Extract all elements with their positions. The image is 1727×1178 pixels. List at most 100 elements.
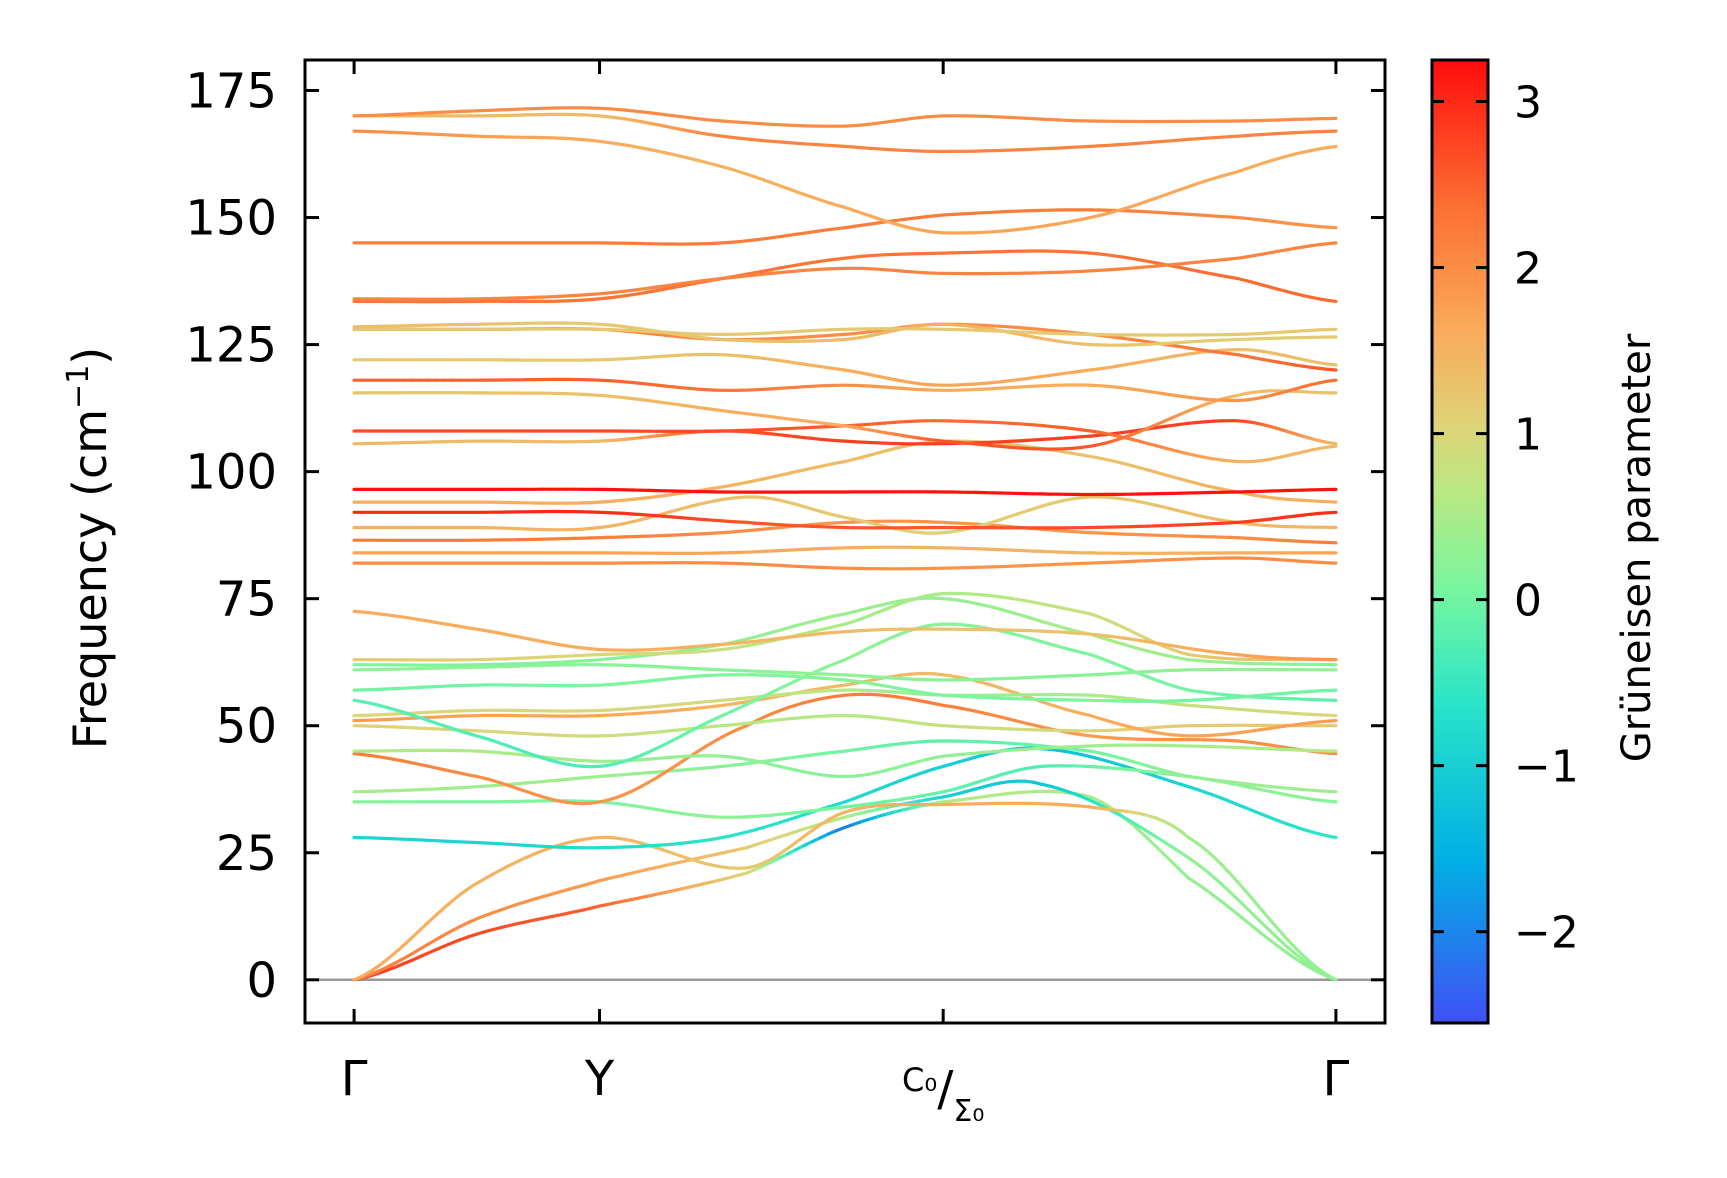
band-segment [1326, 367, 1338, 372]
band-line [352, 112, 1338, 154]
band-line [352, 509, 1338, 530]
band-segment [1178, 829, 1191, 840]
colorbar-tick-label: 3 [1514, 78, 1542, 129]
band-line [352, 419, 1338, 464]
band-segment [1252, 899, 1264, 913]
band-line [352, 743, 1338, 779]
band-line [352, 596, 1338, 667]
y-tick-label: 150 [185, 191, 277, 247]
band-segment [1154, 844, 1166, 857]
y-tick-label: 100 [185, 445, 277, 501]
band-segment [1129, 821, 1142, 833]
band-line [352, 779, 1338, 982]
band-line [352, 746, 1338, 850]
band-segment [1276, 927, 1289, 941]
band-segment [1154, 834, 1166, 844]
band-segment [777, 846, 790, 856]
band-segment [377, 958, 389, 968]
band-segment [1326, 789, 1338, 794]
band-line [352, 591, 1338, 662]
band-line [352, 389, 1338, 451]
colorbar [1432, 60, 1488, 1023]
band-segment [1252, 913, 1264, 926]
colorbar-tick-label: 0 [1514, 576, 1542, 627]
band-segment [1326, 362, 1338, 367]
plot-frame [303, 58, 1387, 1025]
x-axis: Γ Y C₀/Σ₀ Γ [341, 60, 1350, 1129]
band-segment [450, 892, 463, 903]
band-line [352, 241, 1338, 301]
band-segment [426, 913, 438, 925]
band-segment [1186, 876, 1199, 886]
band-segment [467, 881, 479, 891]
band-segment [1146, 829, 1158, 839]
band-segment [1170, 860, 1183, 873]
band-line [352, 545, 1338, 555]
colorbar-tick-label: 1 [1514, 410, 1542, 461]
band-segment [655, 770, 667, 780]
band-segment [1203, 847, 1215, 859]
band-segment [1293, 945, 1305, 958]
band-line [352, 106, 1338, 128]
band-segment [1244, 889, 1256, 903]
band-segment [1285, 937, 1297, 950]
band-segment [810, 823, 823, 833]
band-segment [1137, 824, 1150, 834]
band-segment [1326, 241, 1338, 246]
y-tick-label: 125 [185, 318, 277, 374]
band-segment [1203, 868, 1215, 879]
band-segment [1326, 799, 1338, 804]
band-segment [1301, 953, 1314, 965]
band-segment [434, 906, 446, 917]
band-segment [401, 936, 413, 948]
band-segment [696, 744, 708, 754]
band-line [352, 487, 1338, 497]
band-segment [1244, 919, 1256, 930]
band-line [352, 673, 1338, 703]
band-segment [1326, 440, 1338, 446]
y-tick-label: 175 [185, 63, 277, 119]
colorbar-title: Grüneisen parameter [1614, 333, 1660, 762]
band-line [352, 556, 1338, 571]
y-tick-label: 50 [216, 699, 277, 755]
band-segment [1326, 510, 1338, 515]
y-tick-label: 75 [216, 572, 277, 628]
band-segment [1170, 823, 1183, 833]
colorbar-ticks: 3 2 1 0 −1 −2 [1432, 78, 1579, 959]
x-tick-label: C₀/Σ₀ [902, 1061, 984, 1129]
band-segment [1219, 882, 1232, 894]
band-segment [1244, 905, 1256, 918]
band-segment [1285, 944, 1297, 956]
band-segment [1178, 850, 1191, 860]
band-segment [1195, 841, 1207, 851]
band-segment [1211, 854, 1224, 867]
band-segment [1309, 961, 1322, 972]
band-segment [1137, 829, 1150, 841]
band-segment [1211, 893, 1224, 903]
band-segment [1260, 921, 1273, 933]
band-segment [1203, 887, 1215, 897]
band-segment [1219, 862, 1232, 875]
band-segment [1236, 912, 1248, 923]
band-segment [458, 886, 471, 896]
band-segment [1170, 845, 1183, 855]
band-line [352, 348, 1338, 387]
band-segment [393, 944, 405, 955]
band-segment [442, 899, 454, 910]
band-segment [1162, 852, 1174, 865]
colorbar-tick-label: −1 [1514, 742, 1579, 793]
band-segment [1227, 871, 1240, 884]
band-segment [1326, 298, 1338, 303]
band-segment [1236, 897, 1248, 910]
x-tick-label: Y [584, 1051, 615, 1107]
colorbar-tick-label: −2 [1514, 908, 1579, 959]
band-segment [1268, 918, 1281, 932]
band-segment [1317, 967, 1330, 977]
band-segment [1276, 945, 1289, 955]
band-segment [786, 840, 798, 851]
band-line [352, 208, 1338, 246]
band-segment [1326, 718, 1338, 723]
band-segment [1326, 751, 1338, 756]
band-segment [1211, 875, 1224, 886]
